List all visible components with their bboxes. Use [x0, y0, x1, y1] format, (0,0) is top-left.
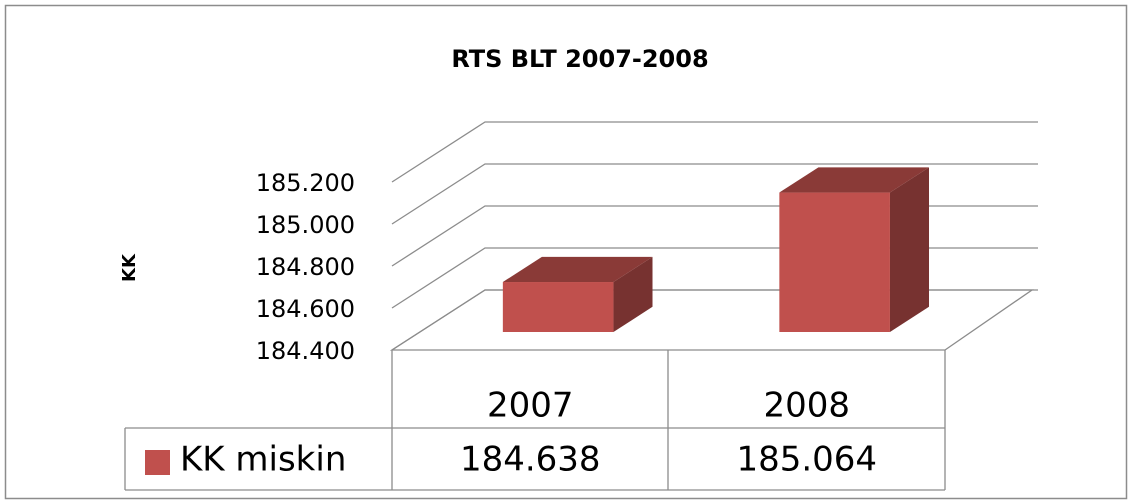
- chart-border: [4, 4, 1128, 500]
- bar: [779, 192, 890, 332]
- y-axis-label: KK: [119, 253, 140, 282]
- y-tick-label: 184.800: [256, 253, 355, 281]
- bar-top: [502, 256, 653, 283]
- floor: [389, 289, 1035, 351]
- bar-top: [779, 167, 930, 193]
- legend-swatch: [145, 450, 170, 475]
- chart-title: RTS BLT 2007-2008: [451, 45, 708, 73]
- table-value: 184.638: [460, 440, 601, 480]
- y-tick-label: 184.600: [256, 295, 355, 323]
- x-tick-label: 2007: [487, 386, 574, 426]
- bar: [502, 282, 614, 332]
- x-tick-label: 2008: [763, 386, 850, 426]
- y-tick-label: 185.200: [256, 169, 355, 197]
- grid-line: [391, 121, 1038, 183]
- y-tick-label: 185.000: [256, 211, 355, 239]
- bar-side: [613, 256, 653, 332]
- table-value: 185.064: [736, 440, 877, 480]
- legend-label: KK miskin: [180, 440, 346, 480]
- data-table: [124, 350, 946, 491]
- bar-side: [889, 167, 930, 332]
- grid-line: [391, 163, 1038, 225]
- y-tick-label: 184.400: [256, 337, 355, 365]
